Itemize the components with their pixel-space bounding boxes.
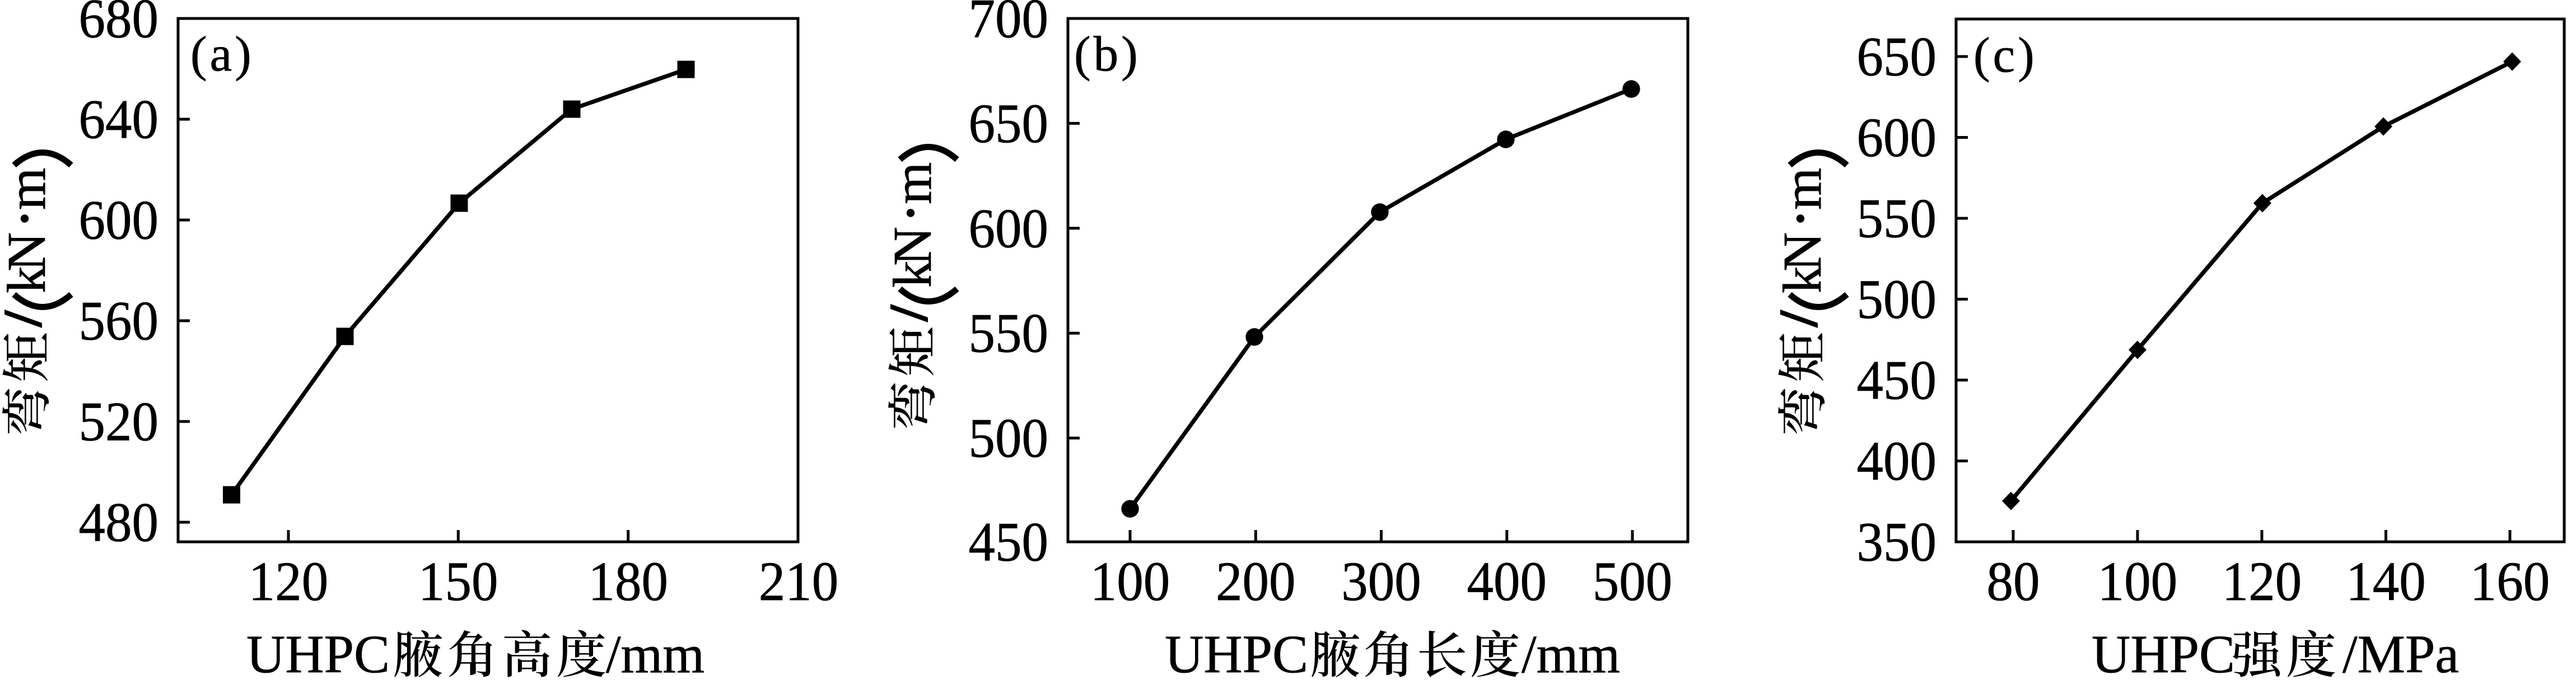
svg-text:m: m [1772, 168, 1832, 210]
svg-text:700: 700 [969, 0, 1048, 50]
svg-text:650: 650 [969, 93, 1048, 155]
svg-text:m: m [0, 168, 57, 210]
svg-text:80: 80 [1987, 551, 2040, 613]
svg-text:350: 350 [1857, 511, 1936, 573]
svg-text:UHPC: UHPC [246, 624, 390, 684]
svg-text:120: 120 [249, 551, 328, 613]
svg-text:500: 500 [1593, 551, 1672, 613]
svg-text:N: N [0, 232, 57, 271]
svg-text:/mm: /mm [606, 624, 704, 684]
svg-text:(a): (a) [190, 27, 254, 82]
svg-text:180: 180 [588, 551, 668, 613]
svg-text:/mm: /mm [1522, 624, 1620, 684]
svg-text:500: 500 [1857, 269, 1936, 331]
svg-text:100: 100 [1090, 551, 1170, 613]
svg-text:600: 600 [1857, 107, 1936, 169]
svg-text:400: 400 [1857, 430, 1936, 493]
svg-text:200: 200 [1216, 551, 1295, 613]
svg-text:650: 650 [1857, 26, 1936, 88]
svg-text:N: N [883, 227, 942, 266]
svg-text:560: 560 [79, 290, 158, 352]
svg-text:680: 680 [79, 0, 158, 50]
svg-text:500: 500 [969, 407, 1048, 470]
svg-text:k: k [0, 266, 57, 293]
svg-text:550: 550 [1857, 188, 1936, 250]
svg-text:k: k [883, 260, 942, 288]
svg-text:300: 300 [1341, 551, 1421, 613]
svg-text:(b): (b) [1074, 27, 1141, 82]
svg-text:520: 520 [79, 391, 158, 453]
svg-text:UHPC: UHPC [2092, 624, 2235, 684]
svg-text:450: 450 [1857, 349, 1936, 411]
svg-text:150: 150 [418, 551, 498, 613]
svg-text:UHPC: UHPC [1165, 624, 1308, 684]
svg-text:140: 140 [2346, 551, 2425, 613]
svg-text:640: 640 [79, 88, 158, 151]
svg-text:160: 160 [2470, 551, 2550, 613]
svg-text:120: 120 [2222, 551, 2302, 613]
svg-text:m: m [883, 162, 942, 204]
svg-text:210: 210 [759, 551, 838, 613]
svg-text:(c): (c) [1973, 28, 2037, 83]
svg-text:400: 400 [1467, 551, 1547, 613]
svg-text:N: N [1772, 232, 1832, 271]
svg-text:k: k [1772, 266, 1832, 293]
svg-text:550: 550 [969, 303, 1048, 365]
svg-text:600: 600 [969, 198, 1048, 260]
svg-text:/MPa: /MPa [2342, 624, 2459, 684]
svg-text:450: 450 [969, 511, 1048, 573]
svg-text:600: 600 [79, 189, 158, 251]
svg-text:100: 100 [2098, 551, 2177, 613]
svg-text:480: 480 [79, 491, 158, 554]
